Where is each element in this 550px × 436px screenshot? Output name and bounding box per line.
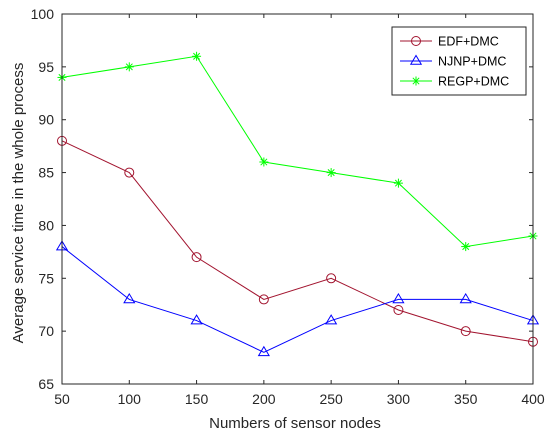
y-tick-label: 65 — [38, 376, 54, 392]
legend: EDF+DMC NJNP+DMC REGP+DMC — [391, 26, 527, 96]
axes-box — [61, 13, 534, 385]
legend-item: NJNP+DMC — [400, 55, 506, 69]
x-tick-label: 300 — [387, 391, 411, 407]
data-point — [326, 273, 337, 284]
axes-layer — [61, 13, 534, 385]
x-tick-label: 350 — [454, 391, 478, 407]
series-line — [61, 140, 534, 343]
legend-label: REGP+DMC — [438, 75, 509, 89]
data-point — [461, 242, 471, 252]
data-point — [326, 168, 336, 178]
data-point — [192, 51, 202, 61]
data-point — [258, 294, 269, 305]
legend-marker — [411, 36, 421, 46]
y-tick-label: 85 — [38, 165, 54, 181]
data-point — [325, 314, 338, 325]
data-point — [124, 62, 134, 72]
series-layer — [55, 51, 540, 357]
legend-item: REGP+DMC — [400, 75, 509, 89]
y-axis-label: Average service time in the whole proces… — [10, 63, 27, 344]
x-tick-label: 150 — [185, 391, 209, 407]
series-regp-dmc — [57, 51, 538, 252]
series-line — [61, 246, 534, 353]
y-tick-label: 100 — [31, 6, 55, 22]
legend-label: NJNP+DMC — [438, 55, 506, 69]
x-tick-label: 200 — [252, 391, 276, 407]
data-point — [259, 157, 269, 167]
data-point — [124, 167, 135, 178]
series-line — [61, 55, 534, 248]
data-point — [459, 292, 472, 304]
data-point — [191, 252, 202, 263]
data-point — [190, 314, 203, 325]
series-njnp-dmc — [55, 240, 540, 357]
y-tick-label: 75 — [38, 270, 54, 286]
x-axis-label: Numbers of sensor nodes — [209, 415, 381, 432]
y-tick-label: 90 — [38, 112, 54, 128]
x-tick-label: 50 — [54, 391, 70, 407]
data-point — [123, 292, 136, 304]
legend-label: EDF+DMC — [438, 35, 499, 49]
x-tick-label: 100 — [118, 391, 142, 407]
data-point — [257, 345, 270, 357]
data-point — [460, 326, 471, 337]
y-tick-label: 70 — [38, 323, 54, 339]
ticks-layer: 50 100 150 200 250 300 350 400 65 70 75 80 85 90 95 100 — [31, 6, 545, 407]
data-point — [392, 292, 405, 304]
y-tick-label: 95 — [38, 59, 54, 75]
y-tick-label: 80 — [38, 217, 54, 233]
legend-marker — [411, 76, 421, 86]
x-tick-label: 400 — [521, 391, 545, 407]
legend-marker — [409, 54, 423, 65]
data-point — [393, 178, 403, 188]
x-tick-label: 250 — [319, 391, 343, 407]
data-point — [393, 305, 404, 315]
legend-item: EDF+DMC — [400, 35, 499, 49]
